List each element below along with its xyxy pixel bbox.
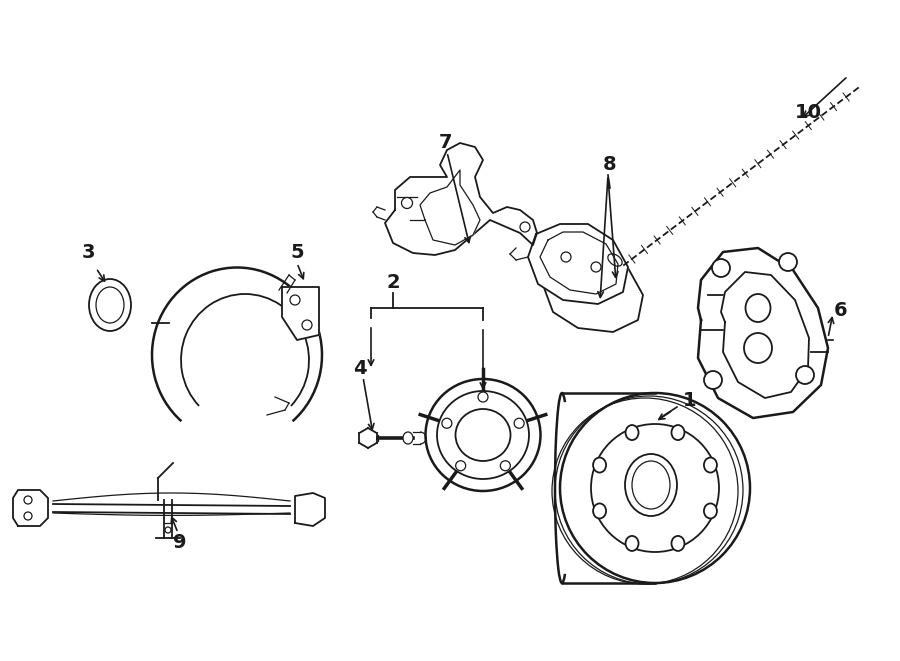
Ellipse shape xyxy=(455,461,465,471)
Ellipse shape xyxy=(403,432,413,444)
Ellipse shape xyxy=(437,391,529,479)
Ellipse shape xyxy=(632,461,670,509)
Ellipse shape xyxy=(704,457,717,473)
Text: 3: 3 xyxy=(81,243,94,262)
Polygon shape xyxy=(420,170,480,245)
Text: 6: 6 xyxy=(834,301,848,319)
Text: 4: 4 xyxy=(353,358,367,377)
Ellipse shape xyxy=(712,259,730,277)
Text: 9: 9 xyxy=(173,533,187,553)
Text: 7: 7 xyxy=(438,132,452,151)
Ellipse shape xyxy=(478,392,488,402)
Ellipse shape xyxy=(593,504,606,518)
Ellipse shape xyxy=(89,279,131,331)
Ellipse shape xyxy=(426,379,541,491)
Ellipse shape xyxy=(608,254,622,266)
Text: 1: 1 xyxy=(683,391,697,410)
Ellipse shape xyxy=(24,512,32,520)
Polygon shape xyxy=(543,252,643,332)
Ellipse shape xyxy=(626,536,638,551)
Ellipse shape xyxy=(593,457,606,473)
Polygon shape xyxy=(721,272,809,398)
Ellipse shape xyxy=(560,393,750,583)
Ellipse shape xyxy=(401,198,412,208)
Ellipse shape xyxy=(455,409,510,461)
Ellipse shape xyxy=(671,536,685,551)
Polygon shape xyxy=(698,248,828,418)
Polygon shape xyxy=(295,493,325,526)
Ellipse shape xyxy=(779,253,797,271)
Ellipse shape xyxy=(165,527,171,533)
Ellipse shape xyxy=(796,366,814,384)
Ellipse shape xyxy=(302,320,312,330)
Polygon shape xyxy=(282,287,319,340)
Ellipse shape xyxy=(671,425,685,440)
Text: 8: 8 xyxy=(603,155,616,175)
Ellipse shape xyxy=(744,333,772,363)
Polygon shape xyxy=(528,224,628,304)
Ellipse shape xyxy=(745,294,770,322)
Ellipse shape xyxy=(520,222,530,232)
Ellipse shape xyxy=(442,418,452,428)
Ellipse shape xyxy=(514,418,524,428)
Ellipse shape xyxy=(704,504,717,518)
Ellipse shape xyxy=(24,496,32,504)
Ellipse shape xyxy=(625,454,677,516)
Ellipse shape xyxy=(290,295,300,305)
Ellipse shape xyxy=(96,287,124,323)
Text: 2: 2 xyxy=(386,274,400,293)
Ellipse shape xyxy=(591,262,601,272)
Polygon shape xyxy=(13,490,48,526)
Ellipse shape xyxy=(561,252,571,262)
Ellipse shape xyxy=(591,424,719,552)
Ellipse shape xyxy=(500,461,510,471)
Text: 10: 10 xyxy=(795,102,822,122)
Polygon shape xyxy=(385,143,537,255)
Ellipse shape xyxy=(704,371,722,389)
Ellipse shape xyxy=(626,425,638,440)
Text: 5: 5 xyxy=(290,243,304,262)
